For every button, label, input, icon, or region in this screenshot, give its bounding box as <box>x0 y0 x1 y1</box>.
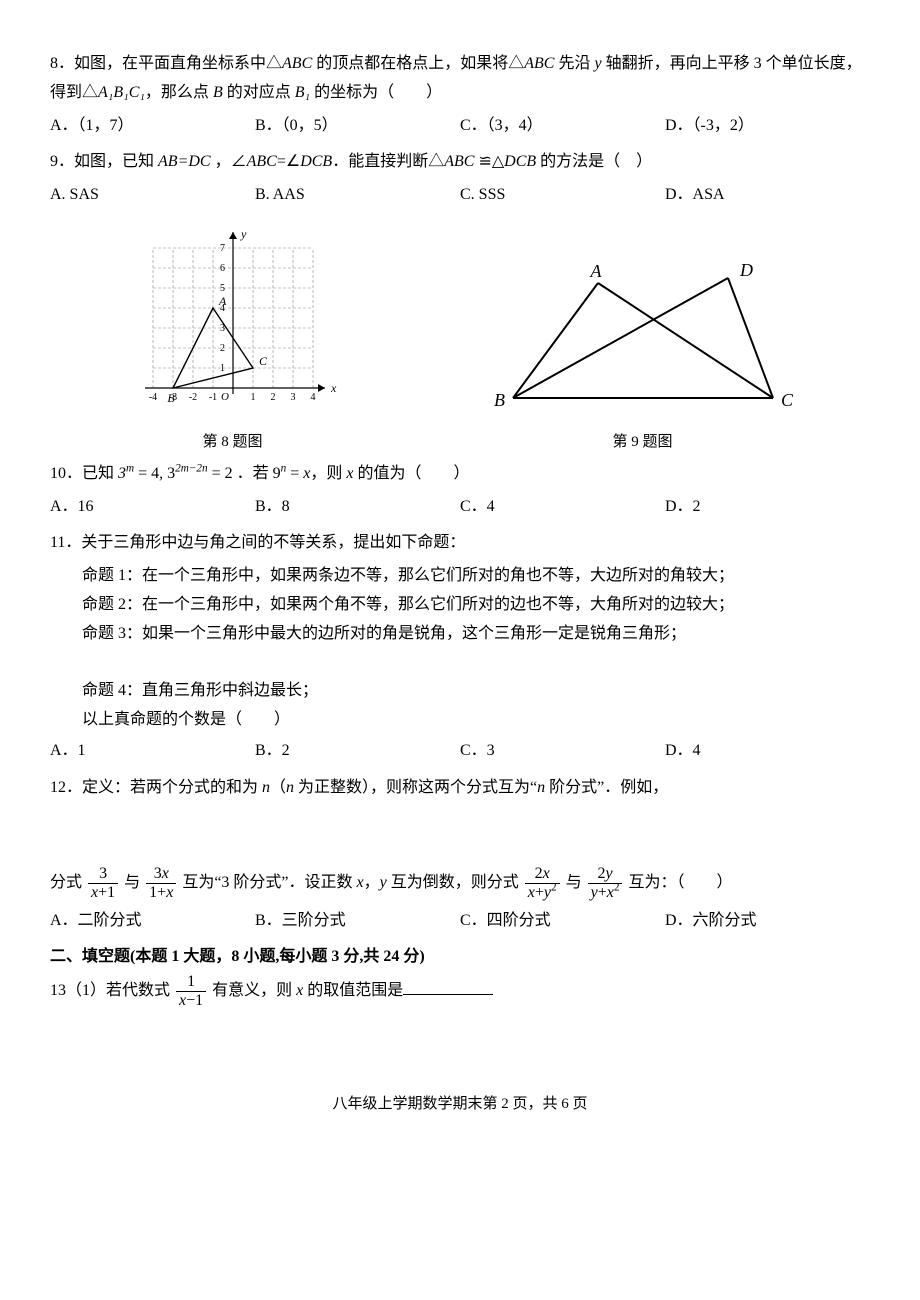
figure-8-wrap: -4-3-2-112341234567OxyABC 第 8 题图 <box>128 218 338 456</box>
q12-choice-a: A．二阶分式 <box>50 907 255 936</box>
q8-choices: A．（1，7） B．（0，5） C．（3，4） D．（-3，2） <box>50 112 870 141</box>
svg-text:7: 7 <box>220 243 225 254</box>
svg-text:O: O <box>221 391 229 403</box>
svg-text:4: 4 <box>310 392 315 403</box>
q11-choice-c: C．3 <box>460 737 665 766</box>
q12-choice-d: D．六阶分式 <box>665 907 870 936</box>
svg-text:2: 2 <box>270 392 275 403</box>
q11-choice-d: D．4 <box>665 737 870 766</box>
q8-choice-c: C．（3，4） <box>460 112 665 141</box>
svg-text:1: 1 <box>250 392 255 403</box>
q10-choice-c: C．4 <box>460 493 665 522</box>
q11-ask: 以上真命题的个数是（ ） <box>50 706 870 735</box>
svg-text:2: 2 <box>220 343 225 354</box>
question-10: 10．已知 3m = 4, 32m−2n = 2 ．若 9n = x，则 x 的… <box>50 460 870 489</box>
q11-choice-a: A．1 <box>50 737 255 766</box>
svg-text:B: B <box>494 390 505 410</box>
q8-text: 8．如图，在平面直角坐标系中△ABC 的顶点都在格点上，如果将△ABC 先沿 y… <box>50 55 862 101</box>
q9-choice-b: B. AAS <box>255 181 460 210</box>
q11-prop2: 命题 2：在一个三角形中，如果两个角不等，那么它们所对的边也不等，大角所对的边较… <box>50 591 870 620</box>
q12-choice-c: C．四阶分式 <box>460 907 665 936</box>
q9-choice-d: D．ASA <box>665 181 870 210</box>
q10-choice-b: B．8 <box>255 493 460 522</box>
q9-text: 9．如图，已知 AB=DC ，∠ABC=∠DCB．能直接判断△ABC ≌△DCB… <box>50 153 652 170</box>
figure-9: A D B C <box>493 248 793 418</box>
svg-text:B: B <box>167 391 175 405</box>
svg-text:3: 3 <box>290 392 295 403</box>
question-12-line1: 12．定义：若两个分式的和为 n（n 为正整数），则称这两个分式互为“n 阶分式… <box>50 774 870 803</box>
section-2-title: 二、填空题(本题 1 大题，8 小题,每小题 3 分,共 24 分) <box>50 943 870 972</box>
question-8: 8．如图，在平面直角坐标系中△ABC 的顶点都在格点上，如果将△ABC 先沿 y… <box>50 50 870 108</box>
question-11-stem: 11．关于三角形中边与角之间的不等关系，提出如下命题： <box>50 529 870 558</box>
frac-1: 3x+1 <box>88 865 118 901</box>
svg-text:C: C <box>781 390 793 410</box>
question-13: 13（1）若代数式 1x−1 有意义，则 x 的取值范围是 <box>50 972 870 1010</box>
svg-text:-2: -2 <box>188 392 196 403</box>
question-9: 9．如图，已知 AB=DC ，∠ABC=∠DCB．能直接判断△ABC ≌△DCB… <box>50 148 870 177</box>
q9-choice-a: A. SAS <box>50 181 255 210</box>
q8-choice-d: D．（-3，2） <box>665 112 870 141</box>
svg-text:-4: -4 <box>148 392 156 403</box>
q10-choice-a: A．16 <box>50 493 255 522</box>
frac-q13: 1x−1 <box>176 973 206 1009</box>
figure-9-caption: 第 9 题图 <box>493 429 793 456</box>
q11-choice-b: B．2 <box>255 737 460 766</box>
q12-choices: A．二阶分式 B．三阶分式 C．四阶分式 D．六阶分式 <box>50 907 870 936</box>
q8-choice-b: B．（0，5） <box>255 112 460 141</box>
svg-text:C: C <box>259 354 268 368</box>
q11-prop3: 命题 3：如果一个三角形中最大的边所对的角是锐角，这个三角形一定是锐角三角形； <box>50 620 870 649</box>
figure-row: -4-3-2-112341234567OxyABC 第 8 题图 ADBC 第 … <box>50 218 870 456</box>
frac-2: 3x1+x <box>146 865 176 901</box>
q8-choice-a: A．（1，7） <box>50 112 255 141</box>
svg-text:6: 6 <box>220 263 225 274</box>
svg-text:A: A <box>218 294 227 308</box>
figure-9-wrap: A D B C 第 9 题图 <box>493 248 793 456</box>
q11-choices: A．1 B．2 C．3 D．4 <box>50 737 870 766</box>
question-12-line2: 分式 3x+1 与 3x1+x 互为“3 阶分式”．设正数 x，y 互为倒数，则… <box>50 864 870 902</box>
figure-8-caption: 第 8 题图 <box>128 429 338 456</box>
figure-8: -4-3-2-112341234567OxyABC <box>128 218 338 418</box>
svg-text:D: D <box>739 260 753 280</box>
svg-text:y: y <box>240 227 247 241</box>
q9-choice-c: C. SSS <box>460 181 665 210</box>
q10-choices: A．16 B．8 C．4 D．2 <box>50 493 870 522</box>
q9-choices: A. SAS B. AAS C. SSS D．ASA <box>50 181 870 210</box>
svg-text:5: 5 <box>220 283 225 294</box>
svg-text:x: x <box>330 381 337 395</box>
page-footer: 八年级上学期数学期末第 2 页，共 6 页 <box>50 1091 870 1118</box>
svg-text:A: A <box>589 261 602 281</box>
blank-q13 <box>403 978 493 995</box>
svg-text:-1: -1 <box>208 392 216 403</box>
q10-choice-d: D．2 <box>665 493 870 522</box>
q11-prop4: 命题 4：直角三角形中斜边最长； <box>50 677 870 706</box>
q11-prop1: 命题 1：在一个三角形中，如果两条边不等，那么它们所对的角也不等，大边所对的角较… <box>50 562 870 591</box>
svg-text:1: 1 <box>220 363 225 374</box>
frac-3: 2xx+y2 <box>525 865 560 901</box>
frac-4: 2yy+x2 <box>588 865 623 901</box>
q12-choice-b: B．三阶分式 <box>255 907 460 936</box>
